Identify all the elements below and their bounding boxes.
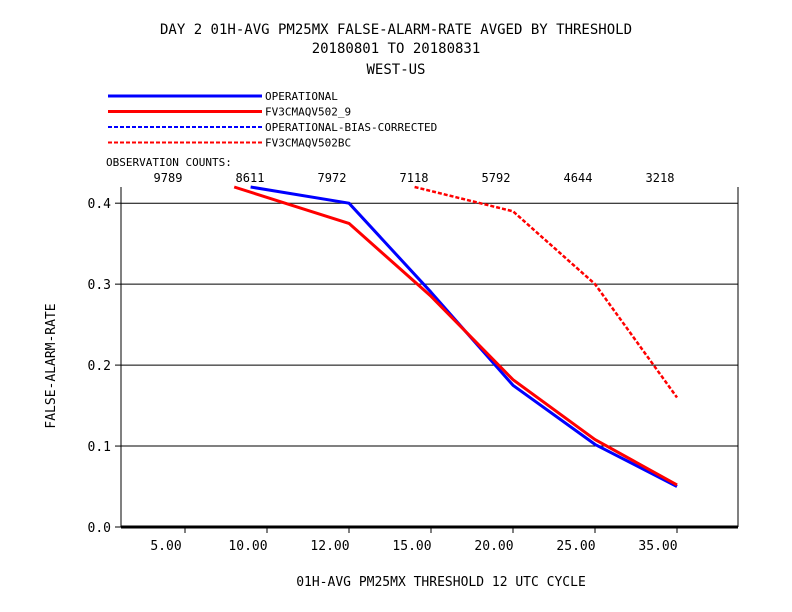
y-axis: 0.0 0.1 0.2 0.3 0.4 xyxy=(88,197,121,536)
x-tick-label: 10.00 xyxy=(228,539,267,554)
x-tick-label: 5.00 xyxy=(150,539,181,554)
legend-label: FV3CMAQV502BC xyxy=(265,137,351,150)
chart-title-line: WEST-US xyxy=(366,62,425,78)
legend: OPERATIONAL FV3CMAQV502_9 OPERATIONAL-BIAS… xyxy=(108,90,437,150)
x-tick-label: 12.00 xyxy=(310,539,349,554)
chart-title-line: DAY 2 01H-AVG PM25MX FALSE-ALARM-RATE AV… xyxy=(160,22,632,38)
x-tick-label: 25.00 xyxy=(556,539,595,554)
y-tick-label: 0.2 xyxy=(88,359,111,374)
x-tick-label: 20.00 xyxy=(474,539,513,554)
x-tick-label: 15.00 xyxy=(392,539,431,554)
observation-count: 8611 xyxy=(236,171,265,185)
grid xyxy=(120,187,739,529)
x-tick-label: 35.00 xyxy=(638,539,677,554)
x-axis-label: 01H-AVG PM25MX THRESHOLD 12 UTC CYCLE xyxy=(296,575,586,590)
observation-count: 9789 xyxy=(154,171,183,185)
observation-count: 7972 xyxy=(318,171,347,185)
observation-count: 4644 xyxy=(564,171,593,185)
series-line xyxy=(233,185,678,487)
y-tick-label: 0.4 xyxy=(88,197,112,212)
series-line xyxy=(414,185,679,399)
observation-count: 3218 xyxy=(646,171,675,185)
series-line xyxy=(250,185,678,488)
observation-counts: 9789 8611 7972 7118 5792 4644 3218 xyxy=(154,171,675,185)
observation-count: 7118 xyxy=(400,171,429,185)
observation-count: 5792 xyxy=(482,171,511,185)
y-axis-label: FALSE-ALARM-RATE xyxy=(44,303,59,428)
legend-label: OPERATIONAL xyxy=(265,90,338,103)
chart-title: DAY 2 01H-AVG PM25MX FALSE-ALARM-RATE AV… xyxy=(160,22,632,78)
y-tick-label: 0.3 xyxy=(88,278,111,293)
legend-label: FV3CMAQV502_9 xyxy=(265,106,351,119)
y-tick-label: 0.1 xyxy=(88,440,111,455)
y-tick-label: 0.0 xyxy=(88,521,111,536)
series-lines xyxy=(233,185,679,488)
observation-counts-label: OBSERVATION COUNTS: xyxy=(106,156,232,169)
x-axis: 5.00 10.00 12.00 15.00 20.00 25.00 35.00 xyxy=(150,527,678,554)
legend-label: OPERATIONAL-BIAS-CORRECTED xyxy=(265,121,437,134)
chart-title-line: 20180801 TO 20180831 xyxy=(312,41,481,57)
